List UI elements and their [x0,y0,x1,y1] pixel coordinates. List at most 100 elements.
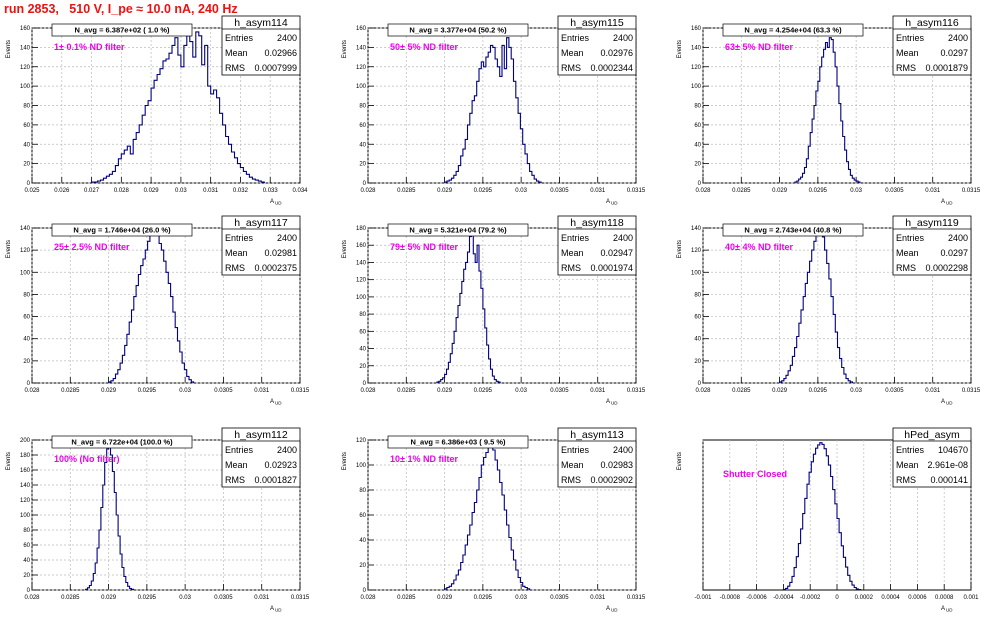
y-tick-label: 60 [359,329,366,335]
x-tick-label: 0.0285 [61,595,80,601]
y-tick-label: 160 [691,26,702,32]
stats-box [557,15,637,76]
x-tick-label: 0.0295 [474,388,493,394]
filter-label: 40± 4% ND filter [725,242,793,252]
x-tick-label: 0.0008 [935,595,954,601]
navg-box [387,223,529,237]
stat-label-mean: Mean [896,48,919,58]
navg-label: N_avg = 4.254e+04 (63.3 %) [744,26,842,35]
stat-value-mean: 0.02976 [600,48,633,58]
navg-label: N_avg = 3.377e+04 (50.2 %) [409,26,507,35]
stat-label-rms: RMS [896,263,916,273]
x-tick-label: 0.0004 [881,595,900,601]
x-axis-label-sub: UD [611,201,618,206]
histogram-line [779,227,854,383]
x-tick-label: -0.0004 [773,595,794,601]
y-tick-label: 180 [356,226,367,232]
navg-label: N_avg = 1.746e+04 (26.0 %) [73,226,171,235]
hist-name: h_asym117 [234,217,288,229]
stat-value-mean: 2.961e-08 [927,460,968,470]
x-axis-label-sub: UD [275,201,282,206]
stat-value-entries: 2400 [277,445,297,455]
x-tick-label: 0.028 [360,595,376,601]
y-tick-label: 40 [359,538,366,544]
hist-name: h_asym112 [234,429,288,441]
navg-box [387,23,529,37]
stat-value-entries: 2400 [948,33,968,43]
x-axis-label-sub: UD [611,608,618,613]
y-tick-label: 120 [356,438,367,444]
x-tick-label: 0.029 [437,188,453,194]
x-tick-label: -0.0006 [746,595,767,601]
y-tick-label: 120 [20,498,31,504]
stat-label-entries: Entries [225,233,254,243]
y-tick-label: 0 [27,181,31,187]
stat-value-mean: 0.02923 [264,460,297,470]
y-tick-label: 40 [359,347,366,353]
x-tick-label: 0.03 [850,188,862,194]
navg-box [51,223,193,237]
x-tick-label: 0.0295 [474,188,493,194]
x-tick-label: 0.029 [772,188,788,194]
y-tick-label: 80 [694,104,701,110]
stat-value-rms: 0.0002902 [590,475,633,485]
x-tick-label: 0.0315 [962,388,981,394]
x-tick-label: 0.0305 [550,188,569,194]
stat-label-entries: Entries [896,33,925,43]
x-axis-label-sub: UD [946,201,953,206]
histogram-panel-h_asym116: 0.028 0.0285 0.029 0.0295 0.03 0.0305 0.031 0.0… [677,15,981,206]
x-tick-label: 0.03 [179,388,191,394]
y-tick-label: 120 [20,248,31,254]
x-axis-label-sub: UD [946,401,953,406]
x-tick-label: 0.028 [695,388,711,394]
y-tick-label: 20 [694,162,701,168]
x-tick-label: 0.0295 [138,595,157,601]
x-tick-label: 0.03 [515,595,527,601]
stat-label-rms: RMS [561,63,581,73]
histogram-panel-hPed_asym: -0.001 -0.0008 -0.0006 -0.0004 -0.0002 0 0.000… [677,427,979,613]
stat-label-rms: RMS [225,63,245,73]
x-tick-label: 0.0285 [397,388,416,394]
x-tick-label: 0.0006 [908,595,927,601]
stats-box [892,15,972,76]
y-tick-label: 60 [359,123,366,129]
y-tick-label: 100 [20,513,31,519]
y-tick-label: 100 [691,84,702,90]
x-tick-label: 0.0285 [61,388,80,394]
x-tick-label: 0.03 [175,188,187,194]
x-tick-label: 0.0295 [474,595,493,601]
histogram-line [91,31,265,183]
histogram-panel-h_asym119: 0.028 0.0285 0.029 0.0295 0.03 0.0305 0.031 0.0… [677,215,981,406]
x-tick-label: -0.0002 [800,595,821,601]
x-tick-label: 0.0295 [809,388,828,394]
y-tick-label: 0 [363,588,367,594]
filter-label: 63± 5% ND filter [725,42,793,52]
y-tick-label: 20 [694,359,701,365]
x-tick-label: 0.028 [24,388,40,394]
y-tick-label: 160 [20,468,31,474]
x-tick-label: 0.0305 [550,388,569,394]
x-tick-label: 0.03 [179,595,191,601]
x-tick-label: 0.0285 [732,188,751,194]
x-tick-label: 0.0305 [214,595,233,601]
y-tick-label: 20 [23,573,30,579]
navg-label: N_avg = 5.321e+04 (79.2 %) [409,226,507,235]
y-tick-label: 80 [23,104,30,110]
y-tick-label: 0 [363,181,367,187]
y-tick-label: 20 [23,359,30,365]
x-tick-label: 0.029 [437,388,453,394]
y-tick-label: 100 [356,463,367,469]
x-tick-label: 0.0295 [138,388,157,394]
y-tick-label: 80 [359,488,366,494]
y-tick-label: 40 [23,558,30,564]
y-tick-label: 160 [356,243,367,249]
histogram-line [782,442,862,591]
x-axis-label: AUD [606,606,618,613]
y-tick-label: 140 [356,260,367,266]
y-axis-label: Events [342,240,348,258]
x-tick-label: 0.0315 [962,188,981,194]
navg-label: N_avg = 6.387e+02 ( 1.0 %) [74,26,170,35]
x-axis-label-sub: UD [275,401,282,406]
y-tick-label: 60 [23,543,30,549]
